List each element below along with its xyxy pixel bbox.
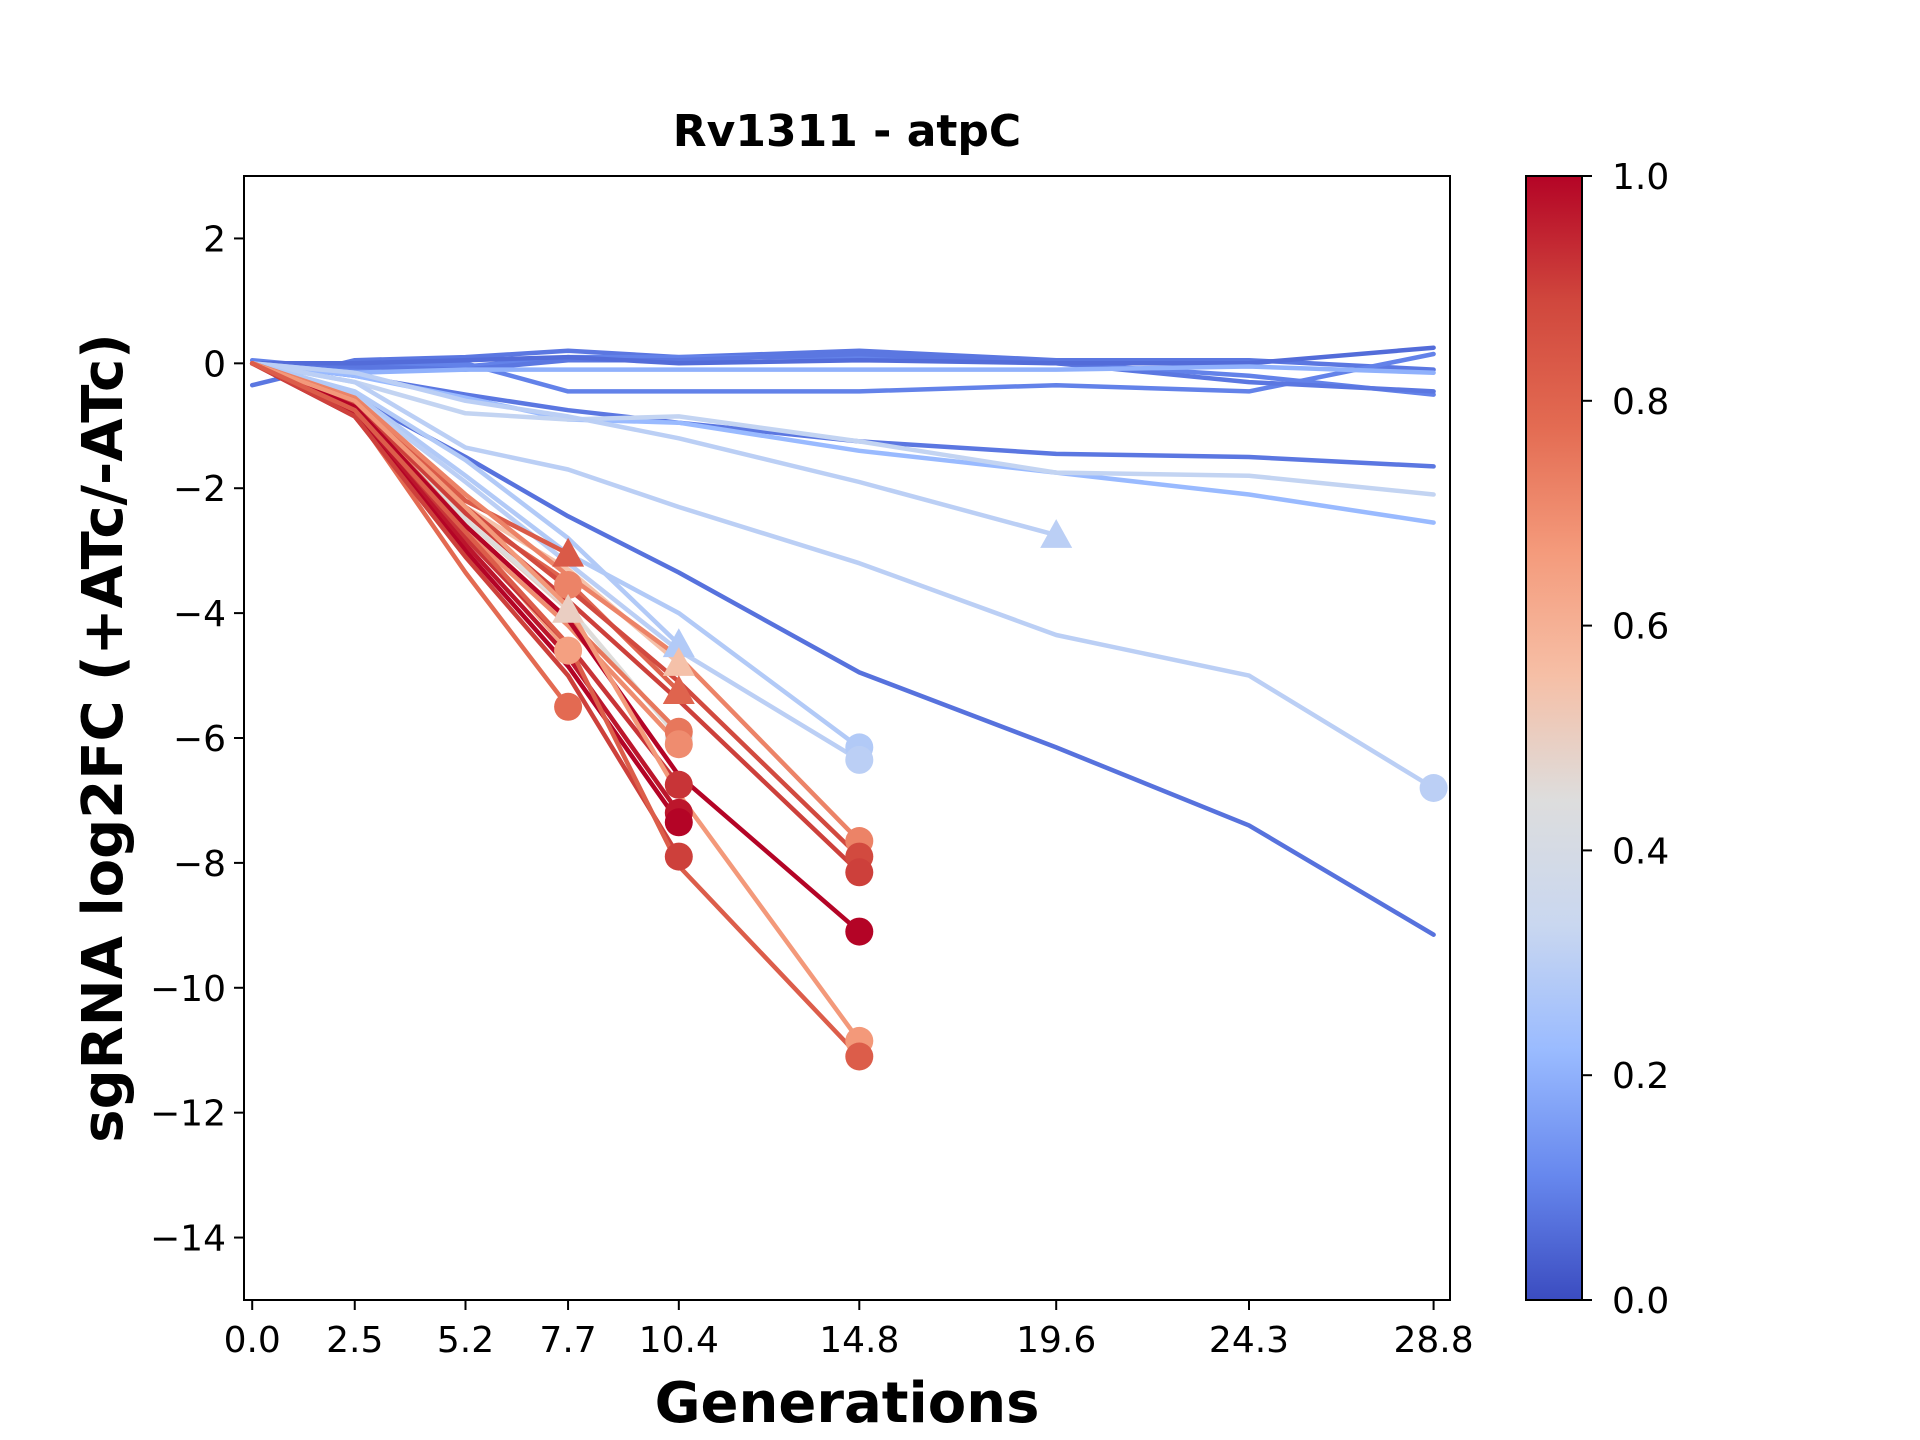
series-line-27 xyxy=(249,361,682,816)
x-axis-label: Generations xyxy=(655,1371,1040,1436)
series-line-10 xyxy=(249,361,1059,538)
y-axis: 2 0 −2 −4 −6 −8 −10 −12 −14 xyxy=(150,219,244,1260)
series-end-marker-32 xyxy=(845,858,874,887)
series-end-marker-20 xyxy=(554,692,583,721)
series-end-marker-26 xyxy=(664,770,693,799)
plot-series-group xyxy=(249,345,1436,1059)
y-axis-label: sgRNA log2FC (+ATc/-ATc) xyxy=(71,333,136,1143)
x-tick-label: 28.8 xyxy=(1394,1320,1474,1361)
series-end-marker-10 xyxy=(1040,519,1073,548)
x-tick-label: 19.6 xyxy=(1016,1320,1096,1361)
colorbar-tick-label: 1.0 xyxy=(1612,157,1669,198)
series-line-33 xyxy=(249,361,862,934)
x-tick-label: 2.5 xyxy=(326,1320,383,1361)
y-tick-label: −6 xyxy=(173,719,226,760)
series-end-marker-35 xyxy=(845,1042,874,1071)
series-end-marker-33 xyxy=(845,917,874,946)
y-tick-label: 2 xyxy=(203,219,226,260)
series-line-35 xyxy=(249,361,862,1059)
x-axis: 0.0 2.5 5.2 7.7 10.4 14.8 19.6 24.3 28.8 xyxy=(224,1300,1474,1361)
series-line-34 xyxy=(249,361,862,1044)
series-end-marker-15 xyxy=(845,745,874,774)
series-end-marker-17 xyxy=(554,571,583,599)
series-line-9 xyxy=(249,361,1436,497)
colorbar-tick-label: 0.6 xyxy=(1612,607,1669,648)
series-line-11 xyxy=(249,361,1436,791)
y-tick-label: −14 xyxy=(150,1219,226,1260)
series-line-14 xyxy=(249,361,862,750)
series-end-marker-29 xyxy=(664,842,693,871)
colorbar-tick-label: 0.4 xyxy=(1612,831,1669,872)
x-tick-label: 10.4 xyxy=(639,1320,719,1361)
y-tick-label: −2 xyxy=(173,469,226,510)
series-end-marker-11 xyxy=(1419,774,1448,802)
x-tick-label: 0.0 xyxy=(224,1320,281,1361)
y-tick-label: 0 xyxy=(203,344,226,385)
y-tick-label: −8 xyxy=(173,844,226,885)
x-tick-label: 24.3 xyxy=(1209,1320,1289,1361)
series-end-marker-18 xyxy=(552,594,585,623)
series-line-4 xyxy=(249,351,1436,394)
colorbar xyxy=(1525,175,1583,1301)
y-tick-label: −4 xyxy=(173,594,226,635)
colorbar-tick-label: 0.8 xyxy=(1612,382,1669,423)
series-line-12 xyxy=(249,361,1436,937)
series-end-marker-19 xyxy=(554,636,583,665)
x-tick-label: 5.2 xyxy=(437,1320,494,1361)
x-tick-label: 14.8 xyxy=(819,1320,899,1361)
series-line-29 xyxy=(249,361,682,859)
colorbar-tick-label: 0.2 xyxy=(1612,1056,1669,1097)
series-line-5 xyxy=(249,345,1436,366)
series-end-marker-16 xyxy=(552,537,585,567)
series-line-30 xyxy=(249,361,862,844)
y-tick-label: −10 xyxy=(150,969,226,1010)
colorbar-tick-label: 0.0 xyxy=(1612,1281,1669,1322)
series-end-marker-21 xyxy=(662,647,695,676)
colorbar-axis: 0.0 0.2 0.4 0.6 0.8 1.0 xyxy=(1582,157,1669,1322)
y-tick-label: −12 xyxy=(150,1094,226,1135)
x-tick-label: 7.7 xyxy=(539,1320,596,1361)
series-end-marker-28 xyxy=(664,808,693,837)
series-end-marker-22 xyxy=(662,675,695,704)
series-end-marker-25 xyxy=(664,730,693,759)
plot-markers-group xyxy=(552,519,1448,1071)
chart-title: Rv1311 - atpC xyxy=(673,106,1021,157)
series-line-6 xyxy=(249,361,1436,375)
series-end-marker-13 xyxy=(662,628,695,658)
